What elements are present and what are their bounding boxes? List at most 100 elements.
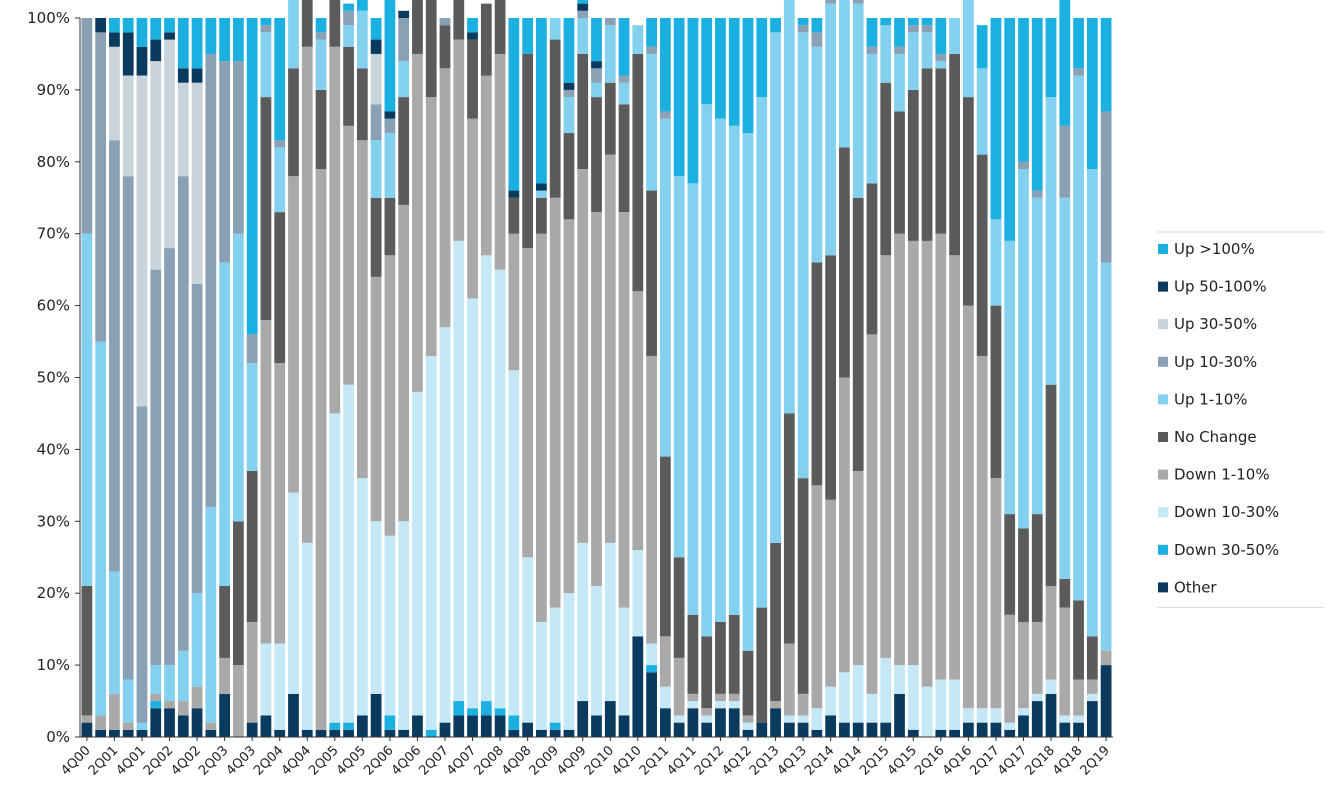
bar-segment: [136, 46, 148, 76]
bar-segment: [935, 679, 947, 730]
bar-segment: [921, 686, 933, 737]
legend-item: Down 30-50%: [1158, 541, 1279, 559]
bar-segment: [370, 693, 382, 737]
bar-segment: [604, 154, 616, 543]
bar-segment: [439, 18, 451, 26]
bar-segment: [315, 39, 327, 90]
bar-segment: [1018, 715, 1029, 737]
bar-segment: [646, 46, 657, 54]
bar-segment: [1031, 190, 1043, 198]
bar-segment: [1004, 514, 1016, 615]
bar-segment: [260, 32, 272, 98]
bar-segment: [109, 32, 120, 47]
bar-segment: [343, 25, 354, 47]
bar-segment: [880, 82, 892, 256]
bar-segment: [728, 693, 740, 702]
bar-segment: [329, 729, 341, 737]
bar-segment: [122, 722, 134, 730]
bar-segment: [246, 470, 258, 622]
bar-segment: [604, 542, 616, 702]
bar-segment: [894, 18, 905, 47]
bar-segment: [329, 46, 341, 414]
bar-segment: [177, 715, 189, 737]
bar-segment: [274, 18, 286, 141]
legend-item: Down 10-30%: [1158, 503, 1279, 521]
x-tick-label: 4Q04: [279, 743, 314, 778]
bar-segment: [453, 39, 465, 241]
bar-segment: [701, 636, 713, 709]
bar-stack-2Q07: [439, 18, 451, 737]
bar-segment: [673, 557, 685, 658]
bar-segment: [618, 82, 630, 105]
bar-segment: [880, 18, 892, 26]
y-tick-label: 80%: [37, 153, 70, 171]
bar-segment: [687, 693, 699, 702]
bar-segment: [494, 715, 506, 737]
y-tick-label: 0%: [46, 728, 70, 746]
bar-segment: [356, 715, 368, 737]
bar-stack-3Q17: [1004, 18, 1016, 737]
legend-label: Up 10-30%: [1174, 353, 1257, 371]
bar-segment: [329, 722, 341, 730]
x-tick-label: 2Q07: [416, 743, 451, 778]
legend-swatch: [1158, 582, 1168, 593]
x-tick-label: 4Q15: [885, 743, 920, 778]
bar-segment: [866, 334, 878, 694]
bar-segment: [715, 118, 726, 622]
bar-segment: [343, 125, 354, 385]
bar-segment: [1031, 701, 1043, 737]
bar-segment: [742, 722, 754, 730]
bar-segment: [384, 111, 396, 119]
bar-segment: [742, 18, 754, 134]
bar-segment: [467, 118, 478, 299]
bar-segment: [839, 377, 850, 673]
bar-segment: [136, 406, 148, 723]
bar-segment: [109, 46, 120, 141]
bar-segment: [1018, 161, 1029, 169]
bar-segment: [288, 693, 299, 737]
bar-segment: [577, 10, 589, 18]
bar-segment: [907, 665, 919, 730]
bar-segment: [412, 0, 423, 54]
bar-stack-4Q17: [1018, 18, 1029, 737]
bar-segment: [412, 53, 423, 392]
bar-stack-2Q05: [329, 0, 341, 737]
bar-segment: [109, 140, 120, 572]
bar-segment: [894, 693, 905, 737]
bar-segment: [577, 0, 589, 4]
bar-stack-4Q01: [136, 18, 148, 737]
legend-item: Up 30-50%: [1158, 315, 1257, 333]
bar-stack-1Q02: [150, 18, 162, 737]
x-tick-label: 4Q02: [169, 743, 204, 778]
bar-segment: [150, 18, 162, 40]
bar-segment: [384, 715, 396, 730]
x-tick-label: 4Q18: [1050, 743, 1085, 778]
bar-segment: [646, 53, 657, 191]
bar-segment: [191, 708, 203, 737]
bar-segment: [343, 46, 354, 126]
bar-segment: [1004, 722, 1016, 730]
bar-segment: [852, 722, 864, 737]
bar-segment: [1086, 693, 1098, 702]
bar-segment: [384, 255, 396, 536]
bar-segment: [219, 657, 230, 694]
bar-segment: [618, 18, 630, 76]
bar-stack-1Q19: [1086, 18, 1098, 737]
x-tick-label: 2Q09: [527, 743, 562, 778]
bar-segment: [260, 97, 272, 320]
bar-segment: [1045, 679, 1057, 694]
bar-segment: [191, 284, 203, 594]
bar-segment: [122, 679, 134, 723]
bar-segment: [701, 715, 713, 723]
bar-segment: [632, 550, 644, 637]
bar-segment: [288, 68, 299, 177]
bar-segment: [274, 729, 286, 737]
bar-segment: [604, 25, 616, 83]
bar-segment: [494, 708, 506, 716]
bar-segment: [797, 693, 809, 716]
legend-swatch: [1158, 244, 1168, 254]
bar-segment: [825, 255, 837, 500]
bar-segment: [246, 363, 258, 471]
bar-segment: [949, 53, 960, 256]
y-tick-label: 50%: [37, 369, 70, 387]
